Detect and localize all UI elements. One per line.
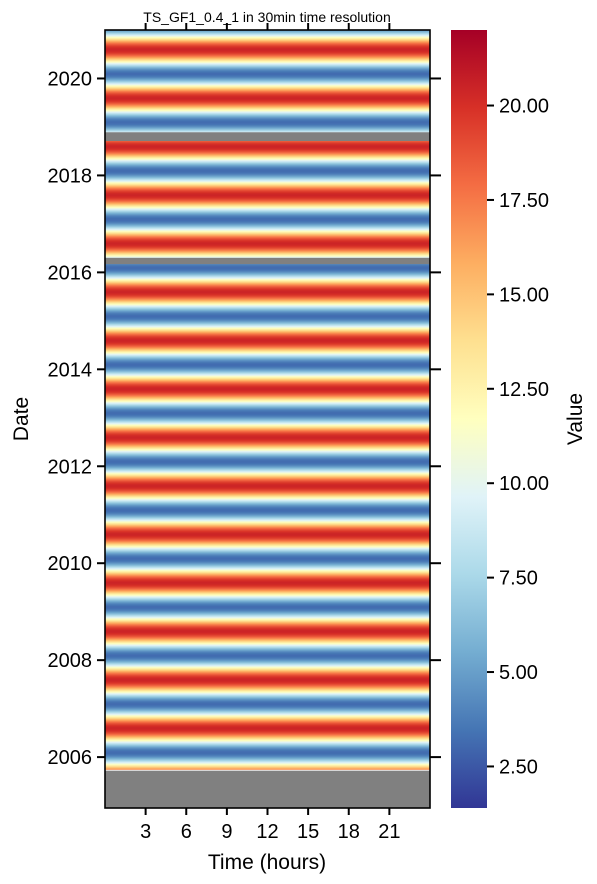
missing-data-band xyxy=(105,132,430,142)
colorbar-tick-label: 2.50 xyxy=(499,756,538,778)
y-tick-label: 2006 xyxy=(48,747,93,769)
colorbar-tick-label: 5.00 xyxy=(499,662,538,684)
colorbar-axis: 2.50 5.00 7.50 10.00 12.50 15.00 17.50 20.00 xyxy=(487,96,549,778)
colorbar-title: Value xyxy=(564,393,587,445)
x-tick-label: 12 xyxy=(256,821,278,843)
x-tick-label: 18 xyxy=(338,821,360,843)
colorbar xyxy=(451,30,487,808)
missing-data-band xyxy=(105,770,430,808)
x-axis-title: Time (hours) xyxy=(208,851,326,874)
y-tick-label: 2008 xyxy=(48,650,93,672)
colorbar-tick-label: 7.50 xyxy=(499,568,538,590)
x-tick-label: 6 xyxy=(181,821,192,843)
chart-title: TS_GF1_0.4_1 in 30min time resolution xyxy=(143,9,390,25)
y-axis: 2006 2008 2010 2012 2014 2016 2018 2020 xyxy=(48,68,441,769)
y-axis-title: Date xyxy=(10,397,33,441)
x-tick-label: 9 xyxy=(221,821,232,843)
x-tick-label: 3 xyxy=(140,821,151,843)
y-tick-label: 2016 xyxy=(48,262,93,284)
x-axis: 3 6 9 12 15 18 21 xyxy=(140,23,401,843)
y-tick-label: 2014 xyxy=(48,359,93,381)
y-tick-label: 2010 xyxy=(48,553,93,575)
y-tick-label: 2012 xyxy=(48,456,93,478)
colorbar-tick-label: 12.50 xyxy=(499,379,549,401)
colorbar-tick-label: 15.00 xyxy=(499,284,549,306)
colorbar-tick-label: 20.00 xyxy=(499,96,549,118)
heatmap-cells xyxy=(105,30,430,808)
colorbar-tick-label: 17.50 xyxy=(499,190,549,212)
x-tick-label: 15 xyxy=(297,821,319,843)
x-tick-label: 21 xyxy=(378,821,400,843)
y-tick-label: 2020 xyxy=(48,68,93,90)
y-tick-label: 2018 xyxy=(48,165,93,187)
colorbar-tick-label: 10.00 xyxy=(499,473,549,495)
missing-data-band xyxy=(105,257,430,265)
